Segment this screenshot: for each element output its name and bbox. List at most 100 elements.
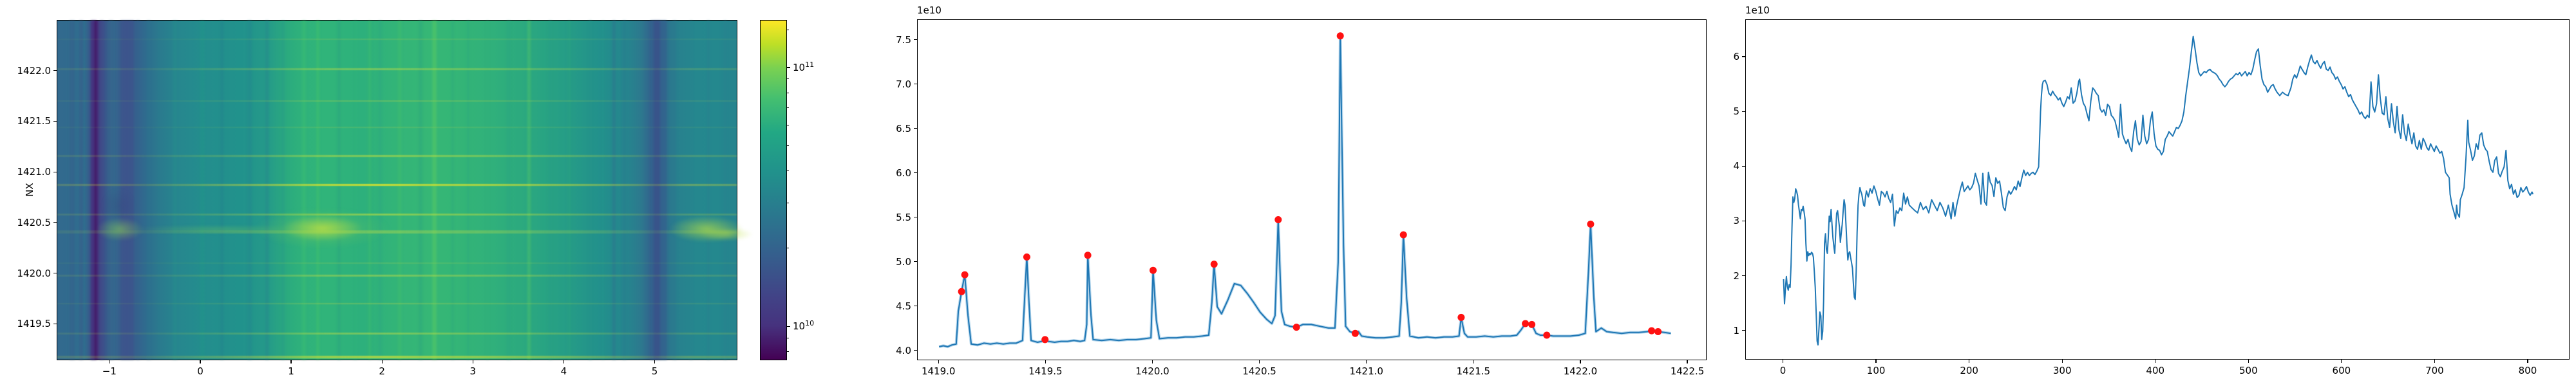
heatmap-stripe [507,21,511,360]
y-tick-label: 1420.5 [17,216,52,228]
heatmap-stripe [173,21,177,360]
heatmap-stripe [69,21,75,360]
y-tick-label: 2 [1733,270,1739,282]
peak-marker [1399,231,1407,239]
peak-marker [1654,328,1662,335]
middle-y-offset-label: 1e10 [917,5,942,16]
colorbar-minor-tick-mark [787,107,789,108]
right-y-offset-label: 1e10 [1745,5,1770,16]
x-tick-label: 200 [1960,365,1978,376]
y-tick-label: 4 [1733,160,1739,172]
peak-marker [1543,331,1551,339]
heatmap-stripe [612,21,616,360]
heatmap-stripe [100,21,104,360]
colorbar-minor-tick-mark [787,78,789,80]
y-tick-label: 6.0 [896,167,911,179]
heatmap-stripe [220,21,224,360]
x-tick-label: 800 [2518,365,2537,376]
heatmap-stripe [301,21,307,360]
heatmap-stripe [690,21,693,360]
x-tick-label: 600 [2332,365,2351,376]
x-tick-mark [1366,360,1367,363]
peak-marker [1084,252,1092,259]
x-tick-mark [1151,360,1153,363]
colorbar-tick-label: 1010 [793,319,815,333]
heatmap-stripe [568,21,571,360]
heatmap-base [57,21,737,360]
heatmap-emission-line [57,332,737,335]
heatmap-stripe [247,21,252,360]
y-tick-label: 6.5 [896,122,911,134]
x-tick-label: 1 [288,365,294,377]
heatmap-stripe [147,21,151,360]
data-line [1783,35,2534,346]
y-tick-label: 7.0 [896,78,911,90]
y-tick-label: 7.5 [896,33,911,46]
peak-marker [958,288,965,295]
x-tick-mark [290,360,292,363]
x-tick-label: 1421.0 [1349,365,1383,377]
x-tick-mark [1875,360,1877,363]
data-line [938,35,1671,347]
peak-marker [961,271,969,279]
heatmap-stripe [109,21,113,360]
x-tick-label: 1420.5 [1242,365,1276,377]
y-tick-label: 4.0 [896,344,911,356]
heatmap-emission-line [57,154,737,157]
x-tick-label: 1419.5 [1028,365,1063,377]
y-tick-mark [1742,111,1745,112]
timeseries-line-svg [1783,35,2534,346]
x-tick-mark [2248,360,2249,363]
x-tick-mark [2061,360,2063,363]
x-tick-label: −1 [102,365,117,377]
x-tick-label: 0 [197,365,204,377]
x-tick-label: 2 [379,365,385,377]
colorbar-gradient [760,20,787,360]
y-tick-label: 3 [1733,215,1739,227]
x-tick-label: 500 [2239,365,2258,376]
heatmap-stripe [486,21,489,360]
heatmap-stripe [379,21,383,360]
colorbar-tick-mark [787,326,790,327]
heatmap-stripe [548,21,553,360]
x-tick-mark [381,360,383,363]
heatmap-stripe [654,21,660,360]
y-tick-label: 1421.0 [17,166,52,178]
peak-marker [1528,320,1536,328]
y-tick-mark [53,120,57,122]
heatmap-emission-line [57,39,737,41]
heatmap-blobs [57,21,754,360]
heatmap-stripe [672,21,676,360]
heatmap-emission-line [57,275,737,277]
heatmap-emission-line [57,262,737,264]
y-tick-mark [914,350,917,351]
heatmap-blob [101,188,136,223]
peak-marker [1041,336,1049,344]
x-tick-mark [2434,360,2435,363]
y-tick-mark [53,70,57,71]
colorbar-tick-label: 1011 [793,60,815,74]
x-tick-label: 1422.0 [1563,365,1598,377]
y-tick-label: 1422.0 [17,64,52,77]
heatmap-stripe [706,21,710,360]
heatmap-stripe [602,21,605,360]
spectrum-line-svg [938,32,1671,349]
peak-marker [1522,320,1530,327]
y-tick-mark [1742,165,1745,167]
x-tick-mark [2341,360,2342,363]
x-tick-mark [1258,360,1260,363]
colorbar-minor-tick-mark [787,351,789,352]
line-halo [938,34,1671,349]
heatmap-plot [57,20,754,360]
heatmap-stripe [337,21,341,360]
x-tick-label: 400 [2146,365,2165,376]
x-tick-label: 3 [469,365,477,377]
y-tick-label: 1421.5 [17,115,52,127]
y-tick-mark [53,222,57,223]
peak-marker [1351,329,1359,337]
heatmap-stripe [95,21,97,360]
heatmap-stripe [368,21,372,360]
y-tick-mark [914,39,917,41]
y-tick-label: 1419.5 [17,318,52,330]
